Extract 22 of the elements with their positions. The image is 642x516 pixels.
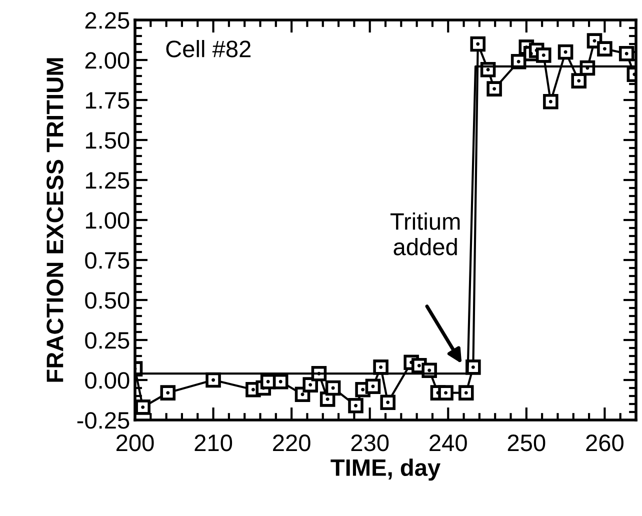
x-tick-label: 230: [351, 434, 389, 452]
annotation: Tritium added: [390, 212, 460, 256]
x-tick-label: 200: [116, 434, 154, 452]
x-tick-label: 210: [194, 434, 232, 452]
y-tick-label: 1.00: [86, 212, 130, 229]
y-tick-label: 1.25: [86, 172, 130, 189]
y-tick-label: 1.75: [86, 92, 130, 109]
x-tick-label: 220: [273, 434, 310, 452]
x-tick-label: 260: [586, 434, 624, 452]
y-axis-title: FRACTION EXCESS TRITIUM: [46, 58, 64, 382]
y-tick-label: 0.50: [85, 292, 130, 309]
x-axis-title: TIME, day: [330, 458, 440, 481]
y-tick-label: 0.75: [85, 252, 130, 269]
y-tick-label: 1.50: [86, 132, 130, 149]
y-tick-label: 2.00: [85, 52, 130, 69]
annotation: Cell #82: [166, 40, 250, 58]
x-tick-label: 240: [430, 434, 467, 452]
y-tick-label: -0.25: [77, 412, 130, 429]
y-tick-label: 0.00: [85, 372, 130, 389]
y-tick-label: 0.25: [85, 332, 130, 349]
y-tick-label: 2.25: [85, 12, 130, 29]
x-tick-label: 250: [508, 434, 546, 452]
